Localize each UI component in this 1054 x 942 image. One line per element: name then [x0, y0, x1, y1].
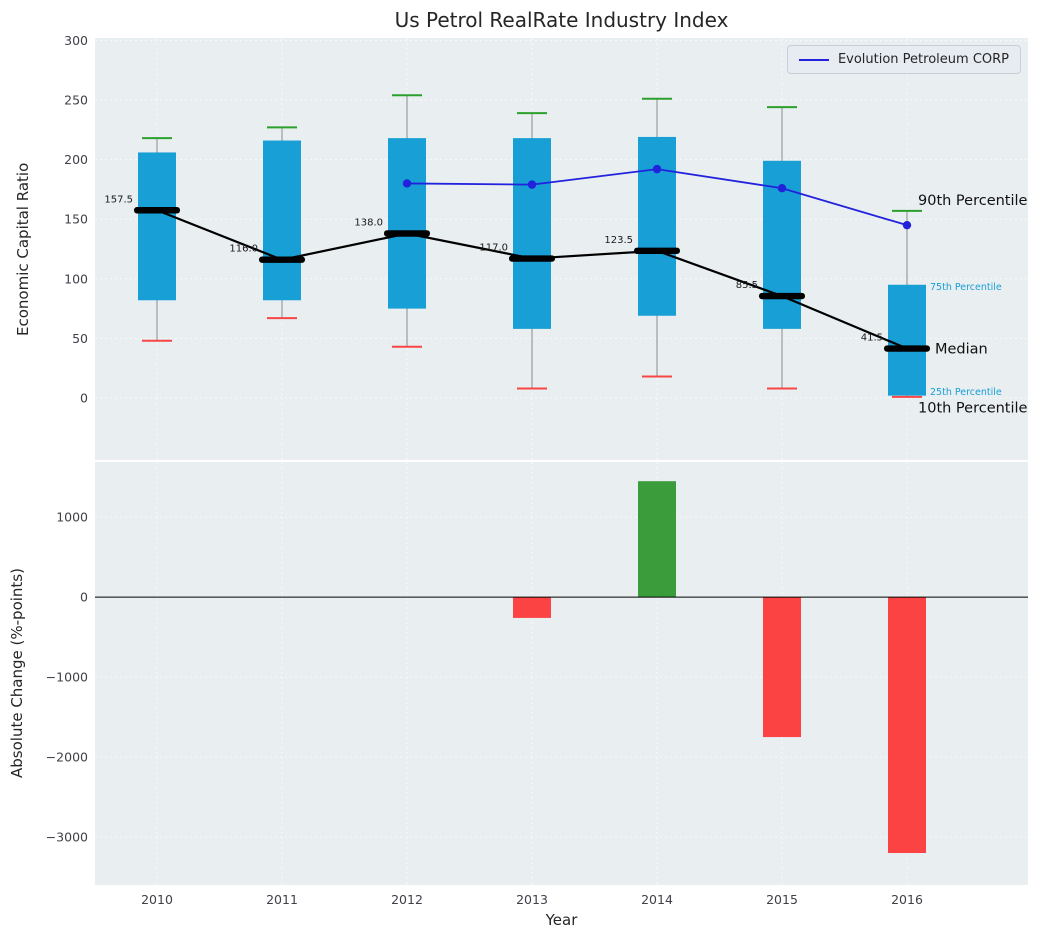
- median-marker: [759, 292, 805, 300]
- median-marker: [384, 230, 430, 237]
- company-point: [652, 164, 662, 174]
- top-y-axis-label: Economic Capital Ratio: [14, 162, 32, 336]
- company-point: [527, 180, 537, 189]
- bottom-y-tick-label: −2000: [46, 750, 88, 765]
- company-point: [402, 179, 412, 188]
- legend-line-sample: [798, 58, 829, 61]
- x-tick-label: 2015: [766, 892, 798, 907]
- median-value-label: 117.0: [479, 243, 508, 254]
- legend-label: Evolution Petroleum CORP: [837, 52, 1009, 67]
- chart-title: Us Petrol RealRate Industry Index: [394, 8, 729, 32]
- company-point: [902, 220, 912, 230]
- annotation-90th-percentile: 90th Percentile: [918, 193, 1028, 209]
- median-value-label: 157.5: [104, 194, 133, 205]
- x-tick-label: 2014: [641, 892, 673, 907]
- median-value-label: 116.0: [229, 244, 258, 255]
- bottom-axes-background: [95, 462, 1028, 885]
- bottom-y-tick-label: 0: [80, 590, 88, 605]
- x-tick-label: 2011: [266, 892, 298, 907]
- iqr-box: [138, 152, 176, 301]
- annotation-75th-percentile: 75th Percentile: [930, 282, 1002, 293]
- x-axis-label: Year: [545, 911, 578, 929]
- legend: Evolution Petroleum CORP: [786, 45, 1021, 74]
- change-bar: [513, 597, 551, 618]
- annotation-median: Median: [935, 342, 988, 358]
- top-y-tick-label: 50: [72, 331, 88, 346]
- median-value-label: 138.0: [354, 218, 383, 229]
- change-bar: [888, 597, 926, 854]
- iqr-box: [263, 140, 301, 301]
- change-bar: [638, 481, 676, 598]
- median-marker: [634, 247, 680, 254]
- company-point: [777, 184, 787, 193]
- x-tick-label: 2012: [391, 892, 423, 907]
- top-y-tick-label: 250: [64, 92, 88, 107]
- x-tick-label: 2016: [891, 892, 923, 907]
- top-y-tick-label: 100: [64, 271, 88, 286]
- bottom-y-tick-label: −3000: [46, 830, 88, 845]
- bottom-y-tick-label: −1000: [46, 670, 88, 685]
- top-y-tick-label: 300: [64, 33, 88, 48]
- annotation-10th-percentile: 10th Percentile: [918, 401, 1028, 417]
- median-marker: [884, 345, 930, 352]
- x-tick-label: 2010: [141, 892, 173, 907]
- top-axes-background: [95, 38, 1028, 460]
- annotation-25th-percentile: 25th Percentile: [930, 387, 1002, 398]
- iqr-box: [638, 136, 676, 316]
- x-tick-label: 2013: [516, 892, 548, 907]
- median-value-label: 85.5: [736, 280, 758, 291]
- median-value-label: 123.5: [604, 235, 633, 246]
- top-y-tick-label: 0: [80, 391, 88, 406]
- top-y-tick-label: 150: [64, 212, 88, 227]
- median-marker: [134, 207, 180, 214]
- bottom-y-axis-label: Absolute Change (%-points): [8, 568, 26, 779]
- median-marker: [259, 256, 305, 263]
- median-value-label: 41.5: [861, 333, 883, 344]
- bottom-y-tick-label: 1000: [56, 510, 88, 525]
- median-marker: [509, 255, 555, 262]
- iqr-box: [888, 284, 926, 396]
- iqr-box: [388, 138, 426, 309]
- top-y-tick-label: 200: [64, 152, 88, 167]
- change-bar: [763, 597, 801, 738]
- iqr-box: [513, 138, 551, 329]
